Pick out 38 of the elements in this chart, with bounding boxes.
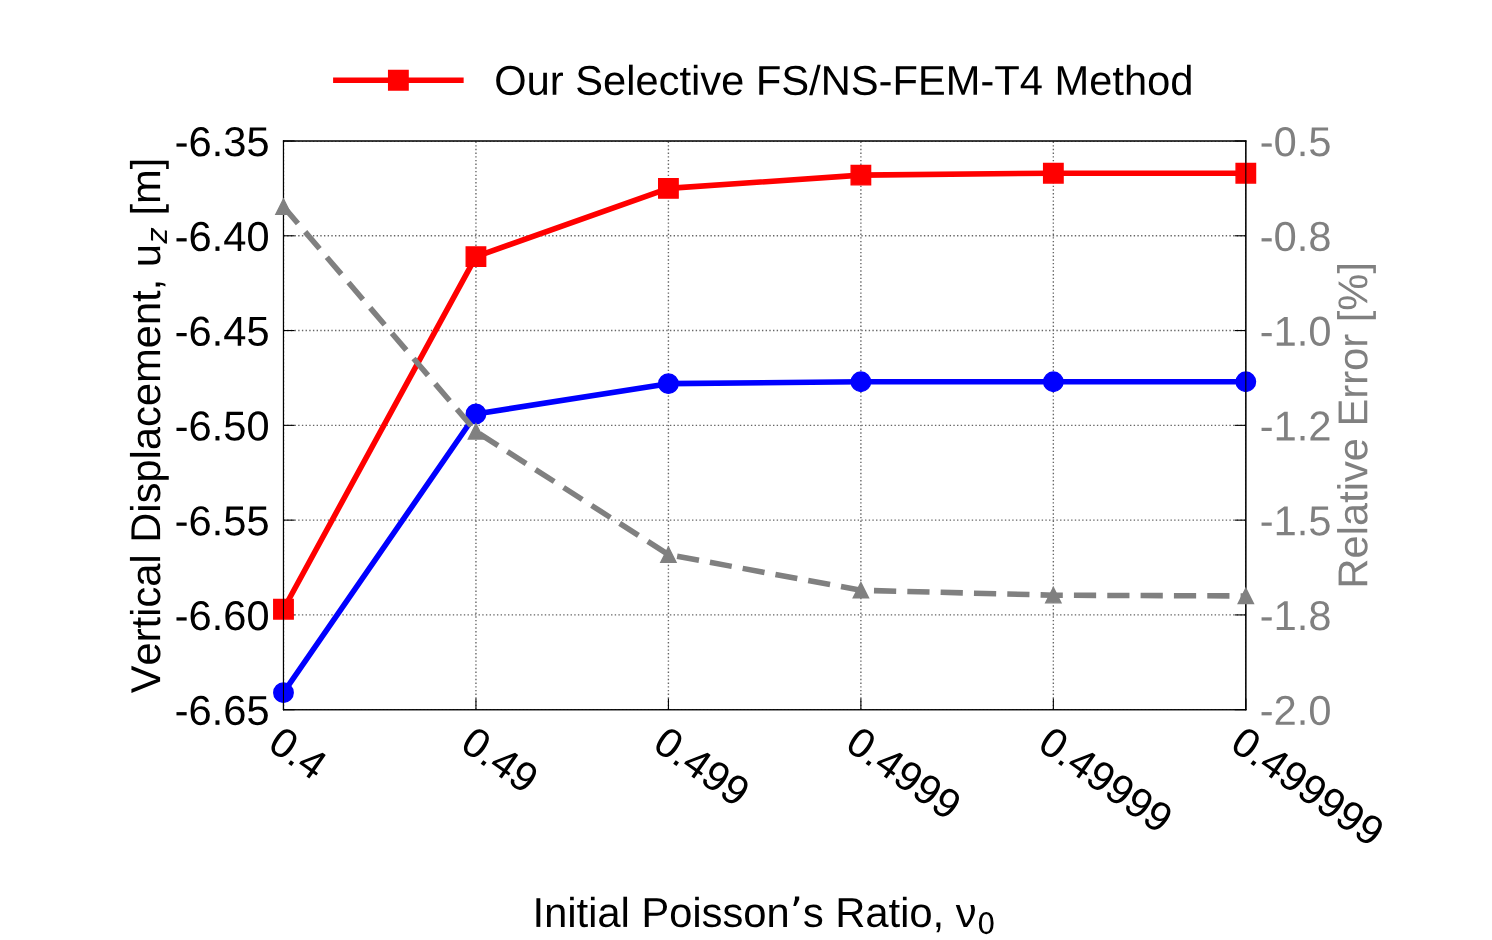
point xyxy=(465,403,487,425)
y2-tick-label: -1.0 xyxy=(1261,316,1330,347)
y2-tick-label: -1.2 xyxy=(1261,411,1330,441)
y2-tick-label: -0.8 xyxy=(1261,221,1330,252)
y-tick-label: -6.60 xyxy=(176,600,268,631)
point xyxy=(1237,587,1255,605)
point xyxy=(657,177,679,199)
point xyxy=(467,423,485,440)
x-tick-label: 0.49 xyxy=(459,725,541,795)
point xyxy=(1042,162,1064,184)
point xyxy=(273,598,294,620)
y-tick-label: -6.40 xyxy=(176,221,268,252)
y-axis-title: Vertical Displacement, u$_{z}$ [m] xyxy=(129,160,169,694)
point xyxy=(657,373,679,395)
point xyxy=(273,682,294,704)
y2-tick-label: -2.0 xyxy=(1261,695,1330,726)
point xyxy=(1045,586,1062,604)
y-tick-label: -6.55 xyxy=(176,506,268,536)
y2-axis-title: Relative Error [%] xyxy=(1337,265,1376,586)
point xyxy=(1235,371,1257,393)
x-tick-label: 0.4 xyxy=(267,725,330,782)
point xyxy=(1235,162,1257,184)
y-tick-label: -6.50 xyxy=(176,411,268,441)
point xyxy=(850,371,872,393)
legend-label: Our Selective FS/NS-FEM-T4 Method xyxy=(496,64,1191,96)
point xyxy=(465,246,487,268)
y-tick-label: -6.45 xyxy=(176,316,268,347)
point xyxy=(1042,371,1064,393)
point xyxy=(660,546,677,563)
x-axis-title: Initial Poisson’s Ratio, ν$_{0}$ xyxy=(536,896,994,935)
y2-tick-label: -1.5 xyxy=(1261,506,1330,536)
point xyxy=(852,581,870,599)
y-tick-label: -6.35 xyxy=(176,127,268,157)
point xyxy=(850,164,872,186)
point xyxy=(275,198,292,215)
y2-tick-label: -1.8 xyxy=(1261,600,1330,631)
y-tick-label: -6.65 xyxy=(176,695,268,726)
y2-tick-label: -0.5 xyxy=(1261,127,1330,157)
